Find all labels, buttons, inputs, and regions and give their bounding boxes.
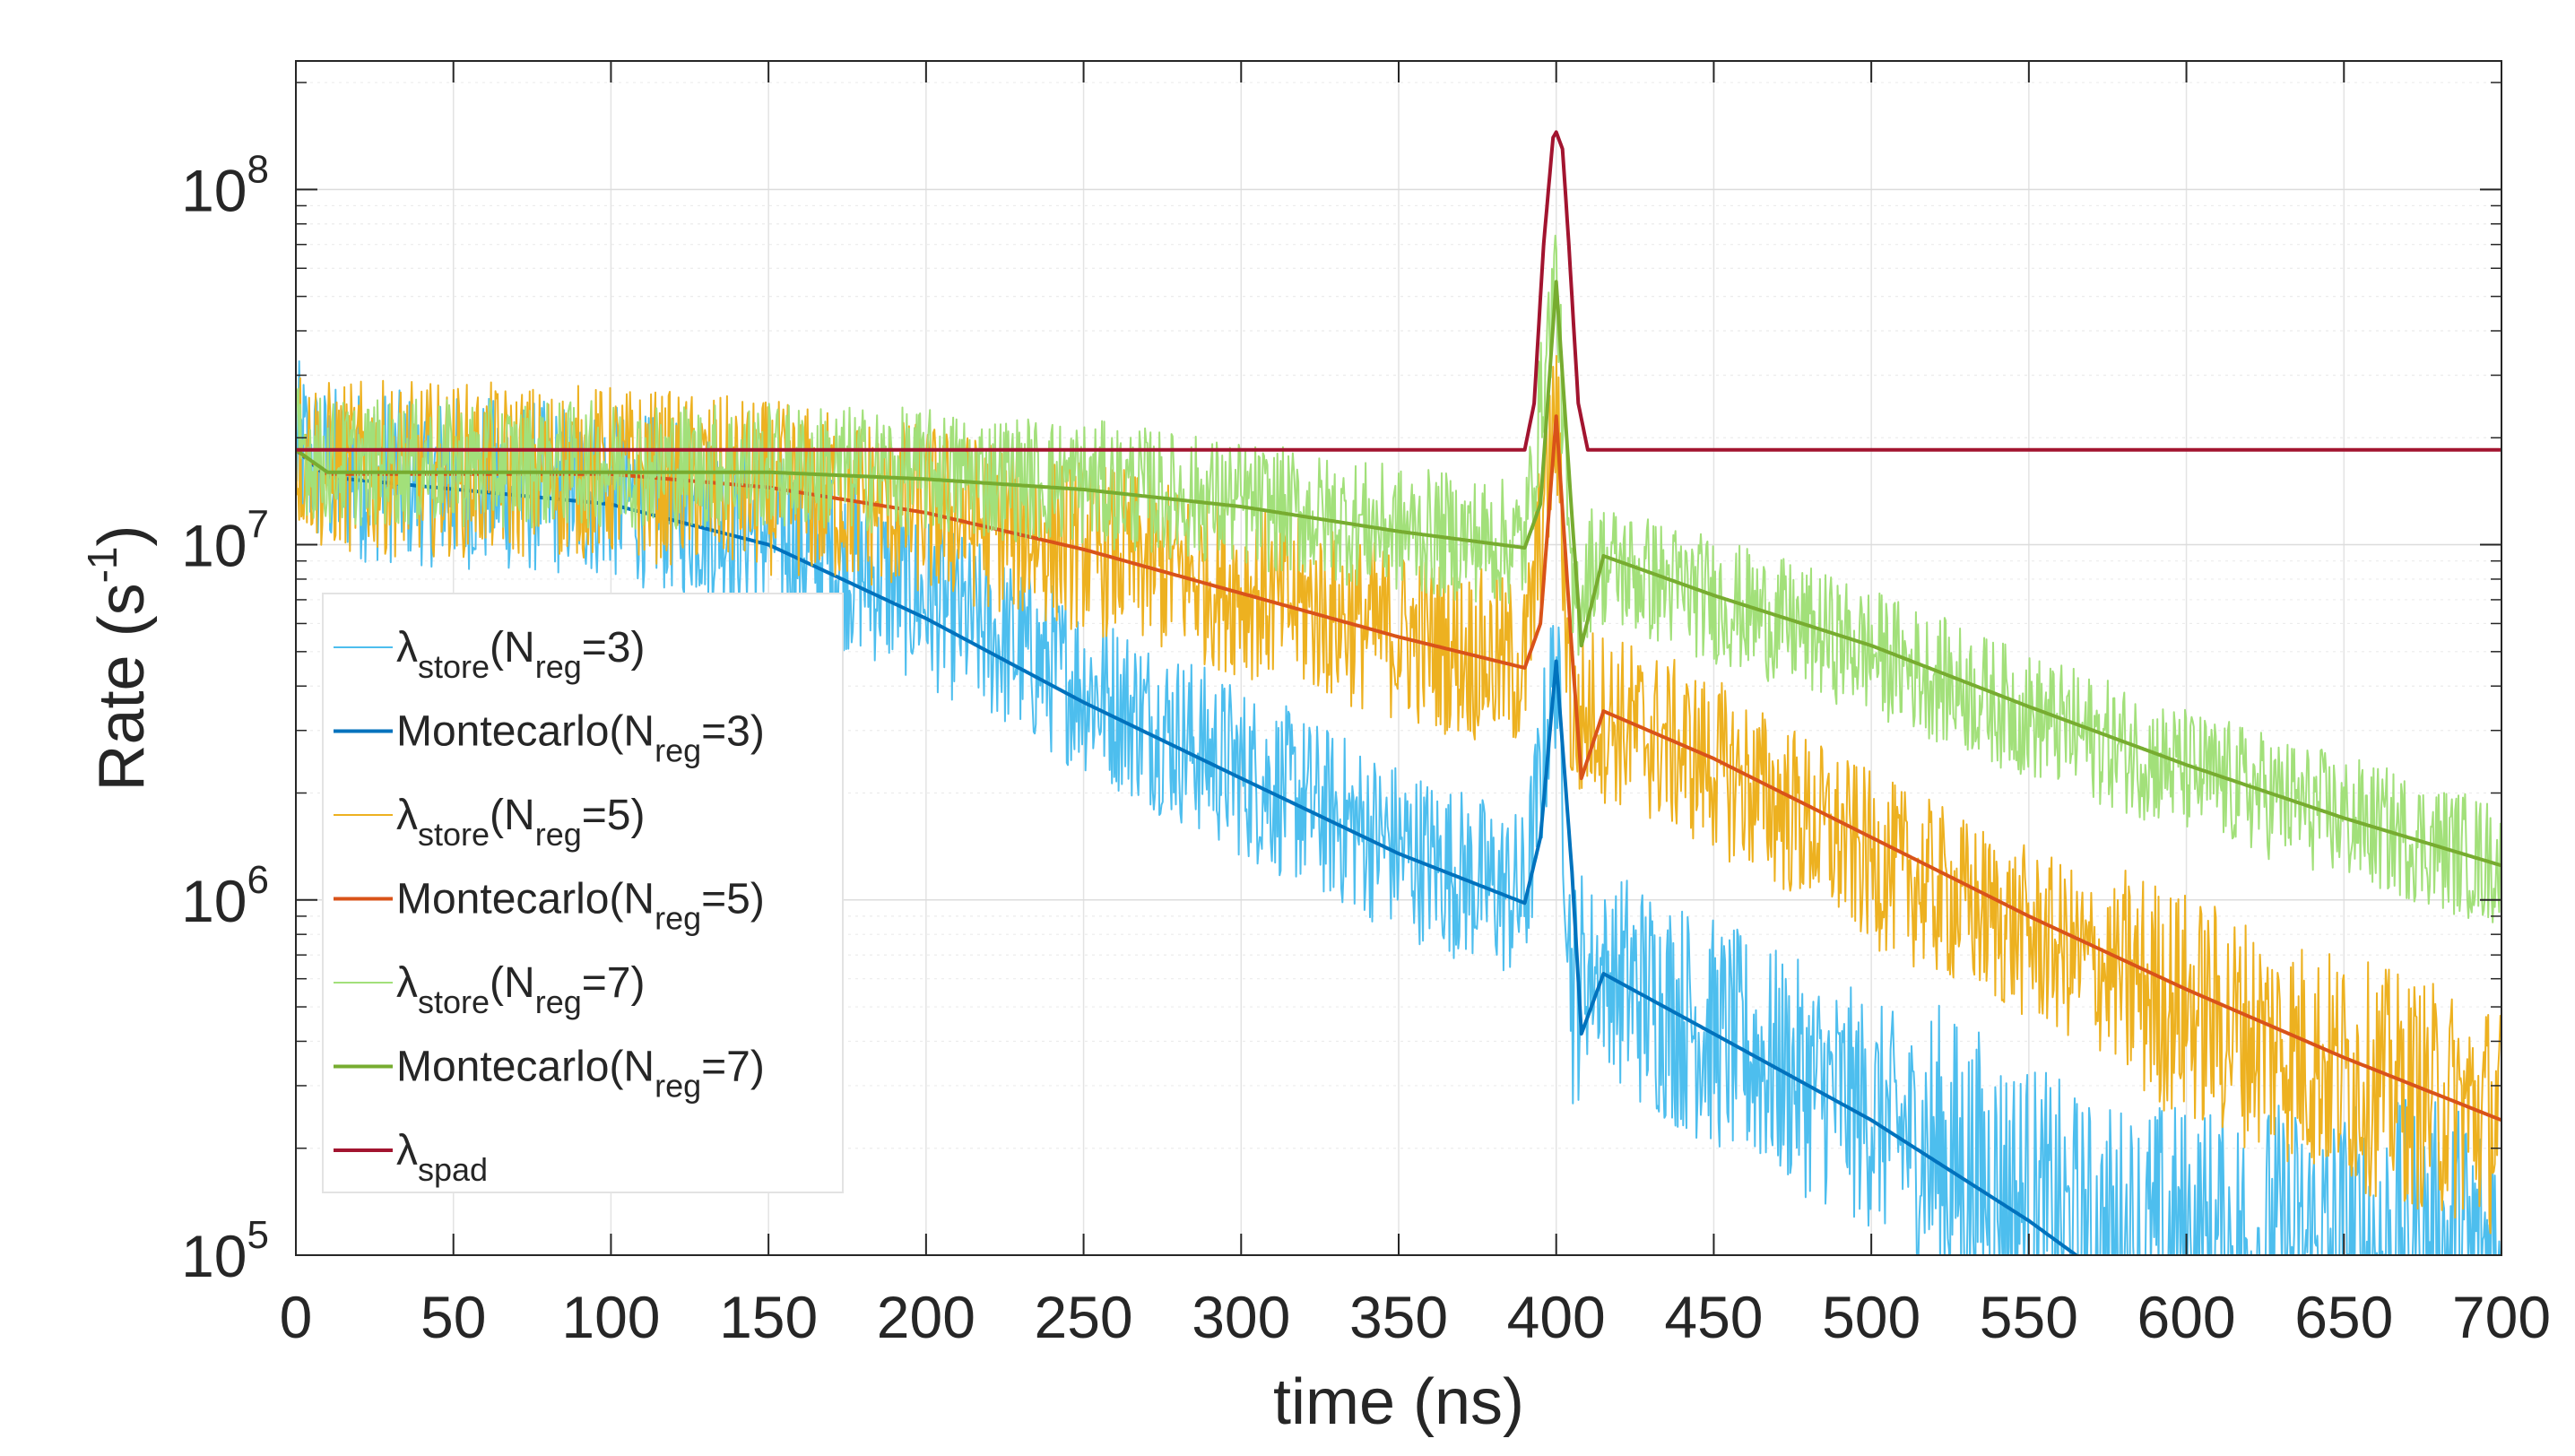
x-tick-label: 700 bbox=[2452, 1284, 2551, 1350]
legend-label: λstore(Nreg=5) bbox=[396, 792, 645, 853]
series-line-6 bbox=[296, 130, 2501, 452]
y-axis-label-exponent: -1 bbox=[79, 547, 126, 584]
y-axis-label-base: Rate (s bbox=[86, 583, 158, 791]
y-axis-label: Rate (s-1) bbox=[79, 525, 158, 792]
series-layer bbox=[296, 130, 2501, 1255]
y-tick-label: 105 bbox=[181, 1213, 269, 1289]
x-tick-label: 350 bbox=[1349, 1284, 1448, 1350]
series-line-4 bbox=[296, 234, 2501, 923]
x-tick-label: 500 bbox=[1822, 1284, 1920, 1350]
x-tick-label: 300 bbox=[1192, 1284, 1290, 1350]
x-tick-label: 100 bbox=[561, 1284, 660, 1350]
legend-label: Montecarlo(Nreg=3) bbox=[396, 708, 765, 769]
legend-label: λstore(Nreg=7) bbox=[396, 959, 645, 1020]
x-axis-label: time (ns) bbox=[1273, 1366, 1524, 1438]
y-tick-label: 106 bbox=[181, 858, 269, 934]
legend: λstore(Nreg=3) Montecarlo(Nreg=3) λstore(N… bbox=[322, 593, 844, 1193]
x-tick-label: 550 bbox=[1980, 1284, 2078, 1350]
series-line-2 bbox=[296, 354, 2501, 1235]
y-tick-label: 107 bbox=[181, 503, 269, 579]
x-tick-label: 650 bbox=[2294, 1284, 2393, 1350]
axis-ticks: 0 50 100 150 200 250 300 350 400 450 500 550 600 650 7… bbox=[181, 61, 2551, 1350]
x-tick-label: 450 bbox=[1664, 1284, 1763, 1350]
x-tick-label: 0 bbox=[280, 1284, 313, 1350]
legend-label: λstore(Nreg=3) bbox=[396, 624, 645, 685]
y-tick-label: 108 bbox=[181, 147, 269, 223]
x-tick-label: 200 bbox=[877, 1284, 975, 1350]
x-tick-label: 400 bbox=[1507, 1284, 1606, 1350]
legend-box bbox=[322, 593, 844, 1193]
x-tick-label: 50 bbox=[420, 1284, 486, 1350]
x-tick-label: 250 bbox=[1035, 1284, 1133, 1350]
legend-label: λspad bbox=[396, 1127, 488, 1188]
legend-label: Montecarlo(Nreg=7) bbox=[396, 1044, 765, 1105]
x-tick-label: 150 bbox=[719, 1284, 818, 1350]
legend-label: Montecarlo(Nreg=5) bbox=[396, 876, 765, 937]
y-axis-label-end: ) bbox=[86, 525, 158, 547]
series-line-5 bbox=[296, 280, 2501, 868]
x-tick-label: 600 bbox=[2137, 1284, 2236, 1350]
